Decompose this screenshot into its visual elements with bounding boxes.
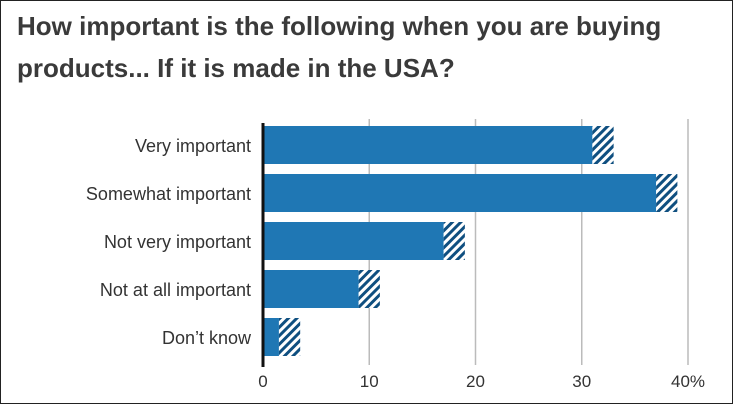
x-tick-label: 0 [258,372,267,391]
x-tick-label: 30 [572,372,591,391]
category-label: Not at all important [100,280,251,300]
bar [263,126,593,164]
chart-title: How important is the following when you … [17,5,717,89]
category-label: Don’t know [162,328,252,348]
category-label: Not very important [104,232,251,252]
bar-margin-of-error [592,126,614,164]
category-label: Very important [135,136,251,156]
bar-margin-of-error [358,270,380,308]
x-tick-label: 10 [360,372,379,391]
x-tick-label: 20 [466,372,485,391]
bar [263,270,359,308]
bar [263,174,657,212]
bar-margin-of-error [278,318,301,356]
bar-margin-of-error [443,222,465,260]
bar-margin-of-error [656,174,678,212]
category-label: Somewhat important [86,184,251,204]
x-tick-label: 40% [671,372,705,391]
bars [263,126,678,356]
chart-title-line-2: products... If it is made in the USA? [17,53,455,83]
chart-title-line-1: How important is the following when you … [17,11,662,41]
x-tick-labels: 0 10 20 30 40% [258,372,705,391]
bar [263,222,444,260]
bar [263,318,279,356]
category-labels: Very important Somewhat important Not very… [86,136,252,348]
